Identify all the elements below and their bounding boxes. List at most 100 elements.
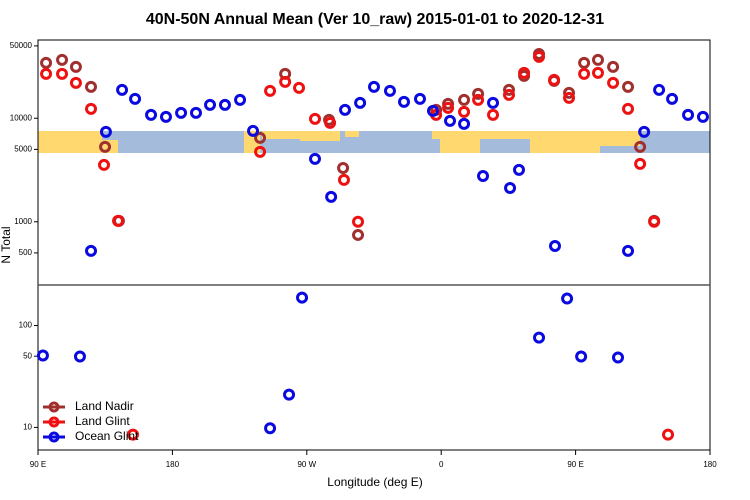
data-point — [563, 91, 576, 104]
data-point — [413, 92, 426, 105]
data-point — [98, 158, 111, 171]
data-point — [442, 101, 455, 114]
data-point — [398, 95, 411, 108]
data-point — [254, 131, 267, 144]
data-point — [159, 110, 172, 123]
data-point — [99, 125, 112, 138]
y-tick-label: 500 — [19, 248, 33, 257]
data-point — [458, 105, 471, 118]
data-point — [622, 102, 635, 115]
data-point — [563, 86, 576, 99]
data-point — [472, 93, 485, 106]
y-tick-label: 50000 — [10, 41, 33, 50]
legend-label: Ocean Glint — [75, 429, 139, 443]
data-point — [634, 140, 647, 153]
data-point — [218, 98, 231, 111]
data-point — [561, 292, 574, 305]
data-point — [662, 428, 675, 441]
data-point — [634, 157, 647, 170]
data-point — [337, 161, 350, 174]
data-point — [696, 110, 709, 123]
data-point — [36, 349, 49, 362]
data-point — [477, 169, 490, 182]
data-point — [352, 228, 365, 241]
data-point — [487, 96, 500, 109]
legend-marker — [48, 401, 60, 413]
data-point — [622, 244, 635, 257]
data-point — [444, 114, 457, 127]
data-point — [85, 80, 98, 93]
data-point — [40, 67, 53, 80]
data-point — [487, 108, 500, 121]
legend-marker — [48, 416, 60, 428]
legend-marker — [48, 431, 60, 443]
y-tick-label: 5000 — [14, 145, 32, 154]
data-point — [73, 350, 86, 363]
data-point — [575, 350, 588, 363]
x-tick-label: 180 — [703, 460, 717, 469]
data-point — [533, 331, 546, 344]
data-point — [607, 76, 620, 89]
data-point — [56, 67, 69, 80]
data-point — [296, 291, 309, 304]
data-point — [442, 97, 455, 110]
data-point — [254, 145, 267, 158]
data-point — [518, 66, 531, 79]
data-point — [325, 190, 338, 203]
data-point — [548, 239, 561, 252]
data-point — [279, 75, 292, 88]
data-point — [283, 388, 296, 401]
y-tick-label: 50 — [23, 351, 32, 360]
data-point — [504, 181, 517, 194]
data-point — [56, 53, 69, 66]
data-point — [592, 53, 604, 66]
data-point — [638, 125, 651, 138]
data-point — [472, 87, 485, 100]
data-point — [383, 84, 396, 97]
data-point — [578, 56, 591, 69]
data-point — [189, 106, 202, 119]
plot-frame — [37, 39, 711, 451]
data-point — [653, 83, 666, 96]
data-point — [682, 108, 695, 121]
y-tick-label: 100 — [19, 321, 33, 330]
data-point — [293, 81, 306, 94]
data-point — [112, 214, 125, 227]
x-tick-label: 90 E — [567, 460, 583, 469]
data-point — [85, 102, 98, 115]
data-point — [85, 244, 98, 257]
x-tick-label: 90 W — [297, 460, 316, 469]
data-point — [612, 351, 625, 364]
data-point — [354, 96, 367, 109]
data-point — [578, 67, 591, 80]
data-point — [352, 215, 365, 228]
x-tick-label: 0 — [439, 460, 444, 469]
data-point — [264, 84, 277, 97]
data-point — [69, 60, 82, 73]
data-point — [592, 66, 604, 79]
data-point — [533, 50, 546, 63]
legend-label: Land Nadir — [75, 399, 134, 413]
data-point — [129, 92, 142, 105]
data-point — [339, 103, 352, 116]
x-tick-label: 90 E — [30, 460, 46, 469]
data-point — [234, 93, 247, 106]
data-point — [99, 140, 112, 153]
y-tick-label: 1000 — [14, 217, 32, 226]
data-point — [666, 92, 679, 105]
data-point — [337, 173, 350, 186]
data-point — [116, 83, 129, 96]
chart-title: 40N-50N Annual Mean (Ver 10_raw) 2015-01… — [146, 11, 604, 28]
y-axis-label: N Total — [0, 226, 13, 263]
data-point — [264, 422, 277, 435]
data-point — [204, 98, 217, 111]
data-point — [145, 108, 158, 121]
data-point — [648, 215, 661, 228]
x-axis-label: Longitude (deg E) — [327, 475, 422, 489]
data-point — [502, 83, 515, 96]
map-strip — [38, 131, 710, 153]
y-tick-label: 10000 — [10, 113, 33, 122]
data-point — [458, 117, 471, 130]
data-point — [502, 88, 515, 101]
